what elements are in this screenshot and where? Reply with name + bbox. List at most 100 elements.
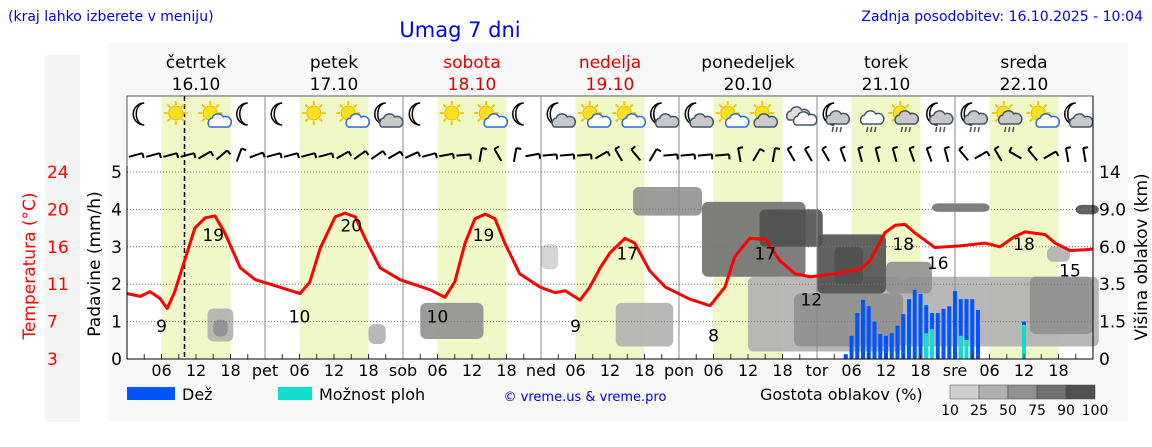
day-short-label: tor bbox=[806, 361, 829, 380]
legend-shower-label: Možnost ploh bbox=[319, 385, 425, 404]
hour-tick-label: 12 bbox=[876, 361, 896, 380]
rain-drop bbox=[875, 127, 876, 132]
wind-barb-feather bbox=[177, 153, 178, 158]
wind-barb-feather bbox=[482, 148, 487, 149]
wind-barb-feather bbox=[315, 153, 316, 158]
hour-tick-label: 06 bbox=[979, 361, 999, 380]
wind-barb-feather bbox=[194, 153, 195, 158]
hour-tick-label: 12 bbox=[186, 361, 206, 380]
hour-tick-label: 06 bbox=[841, 361, 861, 380]
hour-tick-label: 18 bbox=[358, 361, 378, 380]
rain-bar bbox=[878, 334, 882, 359]
temp-extreme-label: 9 bbox=[156, 317, 167, 337]
rain-bar bbox=[901, 314, 905, 359]
hour-tick-label: 06 bbox=[427, 361, 447, 380]
wind-barb-shaft bbox=[560, 154, 574, 155]
rain-bar bbox=[873, 322, 877, 359]
temp-extreme-label: 10 bbox=[427, 308, 449, 328]
rain-drop bbox=[978, 127, 979, 132]
precip-tick-label: 4 bbox=[111, 200, 122, 220]
density-swatch bbox=[950, 385, 979, 399]
wind-barb-feather bbox=[453, 154, 454, 159]
temp-tick-label: 11 bbox=[47, 275, 69, 295]
cloud-density-patch bbox=[932, 203, 990, 211]
wind-barb-shaft bbox=[456, 154, 470, 155]
rain-bar bbox=[970, 299, 974, 359]
sun-disc bbox=[445, 106, 459, 120]
cloud-axis-label: Višina oblakov (km) bbox=[1132, 173, 1152, 340]
hour-tick-label: 06 bbox=[565, 361, 585, 380]
wind-barb-feather bbox=[738, 147, 743, 148]
temp-extreme-label: 18 bbox=[892, 235, 914, 255]
temp-tick-label: 7 bbox=[47, 313, 58, 333]
credit-link[interactable]: © vreme.us & vreme.pro bbox=[504, 390, 667, 405]
rain-drop bbox=[909, 127, 910, 132]
precip-tick-label: 0 bbox=[111, 350, 122, 370]
day-short-label: pet bbox=[252, 361, 278, 380]
wind-barb-feather bbox=[1083, 147, 1088, 148]
rain-drop bbox=[970, 127, 971, 132]
rain-drop bbox=[944, 127, 945, 132]
temp-axis-label: Temperatura (°C) bbox=[20, 192, 40, 340]
day-date: 18.10 bbox=[448, 75, 497, 95]
cloud-density-patch bbox=[633, 187, 702, 216]
density-level-label: 75 bbox=[1028, 403, 1046, 419]
cloud-density-patch bbox=[213, 320, 227, 337]
wind-barb-feather bbox=[516, 148, 521, 149]
day-date: 22.10 bbox=[1000, 75, 1049, 95]
cloud-density-patch bbox=[541, 244, 558, 269]
legend-shower-swatch bbox=[278, 387, 312, 400]
wind-barb-shaft bbox=[577, 154, 591, 155]
rain-drop bbox=[836, 127, 837, 132]
rain-drop bbox=[1005, 127, 1006, 132]
hour-tick-label: 12 bbox=[1014, 361, 1034, 380]
density-swatch bbox=[1066, 385, 1095, 399]
cloud-density-patch bbox=[369, 324, 386, 344]
rain-bar bbox=[896, 326, 900, 359]
temp-tick-label: 16 bbox=[47, 238, 69, 258]
hour-tick-label: 12 bbox=[462, 361, 482, 380]
hour-tick-label: 06 bbox=[703, 361, 723, 380]
wind-barb-feather bbox=[142, 153, 143, 158]
rain-bar bbox=[976, 310, 980, 359]
shower-bar bbox=[924, 333, 928, 359]
temp-tick-label: 3 bbox=[47, 350, 58, 370]
legend-density-title: Gostota oblakov (%) bbox=[760, 385, 923, 404]
wind-barb-feather bbox=[876, 147, 881, 148]
rain-drop bbox=[1009, 127, 1010, 132]
wind-barb-feather bbox=[160, 153, 161, 158]
legend-rain-swatch bbox=[127, 387, 175, 400]
rain-drop bbox=[871, 127, 872, 132]
precip-tick-label: 2 bbox=[111, 275, 122, 295]
temp-extreme-label: 18 bbox=[1013, 235, 1035, 255]
hour-tick-label: 12 bbox=[600, 361, 620, 380]
temp-tick-label: 24 bbox=[47, 163, 69, 183]
hour-tick-label: 18 bbox=[496, 361, 516, 380]
day-name: petek bbox=[310, 53, 358, 73]
cloud-density-patch bbox=[886, 262, 932, 294]
sun-disc bbox=[307, 106, 321, 120]
precip-axis-label: Padavine (mm/h) bbox=[85, 191, 105, 336]
cloud-density-patch bbox=[616, 303, 674, 347]
day-name: sreda bbox=[1000, 53, 1047, 73]
temp-extreme-label: 9 bbox=[570, 317, 581, 337]
precip-tick-label: 5 bbox=[111, 163, 122, 183]
rain-bar bbox=[942, 309, 946, 359]
rain-bar bbox=[861, 300, 865, 359]
wind-barb-feather bbox=[945, 147, 950, 148]
cloud-density-patch bbox=[760, 209, 823, 246]
temp-extreme-label: 17 bbox=[616, 244, 638, 264]
rain-drop bbox=[905, 127, 906, 132]
rain-bar bbox=[936, 313, 940, 359]
sun-icon bbox=[164, 101, 188, 125]
hour-tick-label: 12 bbox=[324, 361, 344, 380]
wind-barb-feather bbox=[858, 147, 863, 148]
wind-barb-feather bbox=[893, 147, 898, 148]
cloud-density-patch bbox=[834, 247, 863, 284]
menu-hint[interactable]: (kraj lahko izberete v meniju) bbox=[8, 9, 214, 25]
wind-barb-feather bbox=[436, 153, 437, 158]
hour-tick-label: 06 bbox=[151, 361, 171, 380]
temp-extreme-label: 19 bbox=[473, 226, 495, 246]
rain-bar bbox=[890, 333, 894, 359]
